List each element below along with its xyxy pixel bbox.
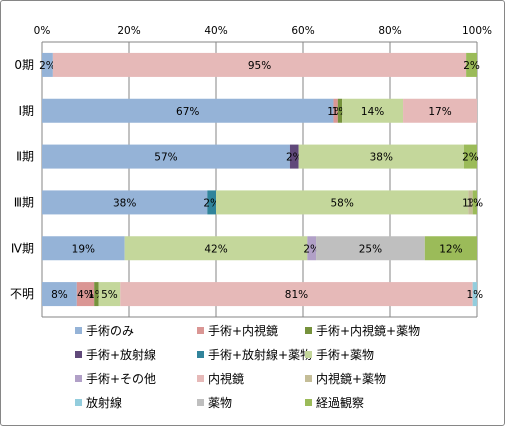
legend-label: 放射線 [86, 395, 122, 410]
data-label: 2% [303, 243, 320, 255]
data-label: 81% [285, 289, 308, 301]
bar-segment [207, 190, 216, 215]
data-label: 1% [466, 197, 483, 209]
legend-swatch [305, 327, 312, 334]
category-label: Ⅳ期 [11, 241, 34, 255]
legend-swatch [197, 375, 204, 382]
bar-segment [316, 236, 425, 261]
bar-segment [42, 190, 208, 215]
bar-segment [466, 52, 477, 77]
legend-label: 手術+放射線+薬物 [208, 347, 312, 362]
legend-swatch [75, 351, 82, 358]
data-label: 5% [101, 289, 118, 301]
legend-swatch [197, 399, 204, 406]
bar-segment [42, 236, 125, 261]
bar-segment [42, 52, 53, 77]
data-label: 57% [154, 152, 177, 164]
data-label: 2% [39, 60, 56, 72]
bar-segment [403, 98, 477, 123]
legend-label: 薬物 [208, 396, 232, 410]
legend-label: 手術のみ [86, 324, 134, 338]
legend-swatch [305, 399, 312, 406]
x-tick-label: 20% [117, 25, 140, 37]
data-label: 67% [176, 106, 199, 118]
legend-label: 手術+内視鏡 [208, 323, 278, 338]
data-label: 4% [77, 289, 94, 301]
data-label: 8% [51, 289, 68, 301]
x-tick-label: 60% [291, 25, 314, 37]
bar-segment [42, 282, 77, 307]
data-label: 2% [463, 60, 480, 72]
x-tick-label: 100% [462, 25, 492, 37]
x-tick-label: 0% [34, 25, 51, 37]
bar-segment [298, 144, 464, 169]
bar-segment [463, 144, 477, 169]
legend-label: 手術+内視鏡+薬物 [316, 323, 420, 338]
data-label: 2% [462, 152, 479, 164]
bar-segment [342, 98, 404, 123]
x-tick-label: 40% [204, 25, 227, 37]
bar-segment [52, 52, 467, 77]
data-label: 95% [248, 60, 271, 72]
legend-swatch [75, 327, 82, 334]
legend-label: 手術+放射線 [86, 347, 156, 362]
bar-segment [424, 236, 477, 261]
x-tick-label: 80% [378, 25, 401, 37]
category-label: Ⅱ期 [16, 150, 34, 164]
data-label: 1% [466, 289, 483, 301]
data-label: 19% [72, 243, 95, 255]
bar-segment [468, 190, 473, 215]
data-label: 17% [428, 106, 451, 118]
legend-swatch [197, 351, 204, 358]
legend-swatch [305, 375, 312, 382]
legend-label: 内視鏡+薬物 [316, 371, 386, 386]
category-label: Ⅲ期 [14, 195, 34, 209]
bar-segment [124, 236, 308, 261]
data-label: 14% [361, 106, 384, 118]
bar-segment [120, 282, 473, 307]
bar-segment [333, 98, 338, 123]
legend-label: 経過観察 [316, 396, 364, 410]
category-label: Ⅰ期 [18, 104, 34, 118]
legend-swatch [197, 327, 204, 334]
bar-segment [337, 98, 343, 123]
bar-segment [42, 144, 290, 169]
legend-swatch [75, 375, 82, 382]
bar-segment [216, 190, 469, 215]
bar-segment [472, 190, 477, 215]
data-label: 12% [439, 243, 462, 255]
bar-segment [94, 282, 99, 307]
bar-segment [98, 282, 121, 307]
bar-segment [289, 144, 299, 169]
data-label: 2% [286, 152, 303, 164]
data-label: 42% [204, 243, 227, 255]
data-label: 38% [370, 152, 393, 164]
bar-segment [42, 98, 334, 123]
data-label: 2% [203, 197, 220, 209]
category-label: 0期 [14, 58, 34, 72]
bar-segment [307, 236, 317, 261]
legend-label: 内視鏡 [208, 371, 244, 386]
legend-label: 手術+薬物 [316, 348, 374, 362]
data-label: 38% [113, 197, 136, 209]
bar-segment [472, 282, 477, 307]
legend-label: 手術+その他 [86, 372, 156, 386]
data-label: 25% [359, 243, 382, 255]
legend-swatch [305, 351, 312, 358]
data-label: 58% [330, 197, 353, 209]
category-label: 不明 [10, 287, 34, 301]
legend-swatch [75, 399, 82, 406]
bar-segment [76, 282, 95, 307]
